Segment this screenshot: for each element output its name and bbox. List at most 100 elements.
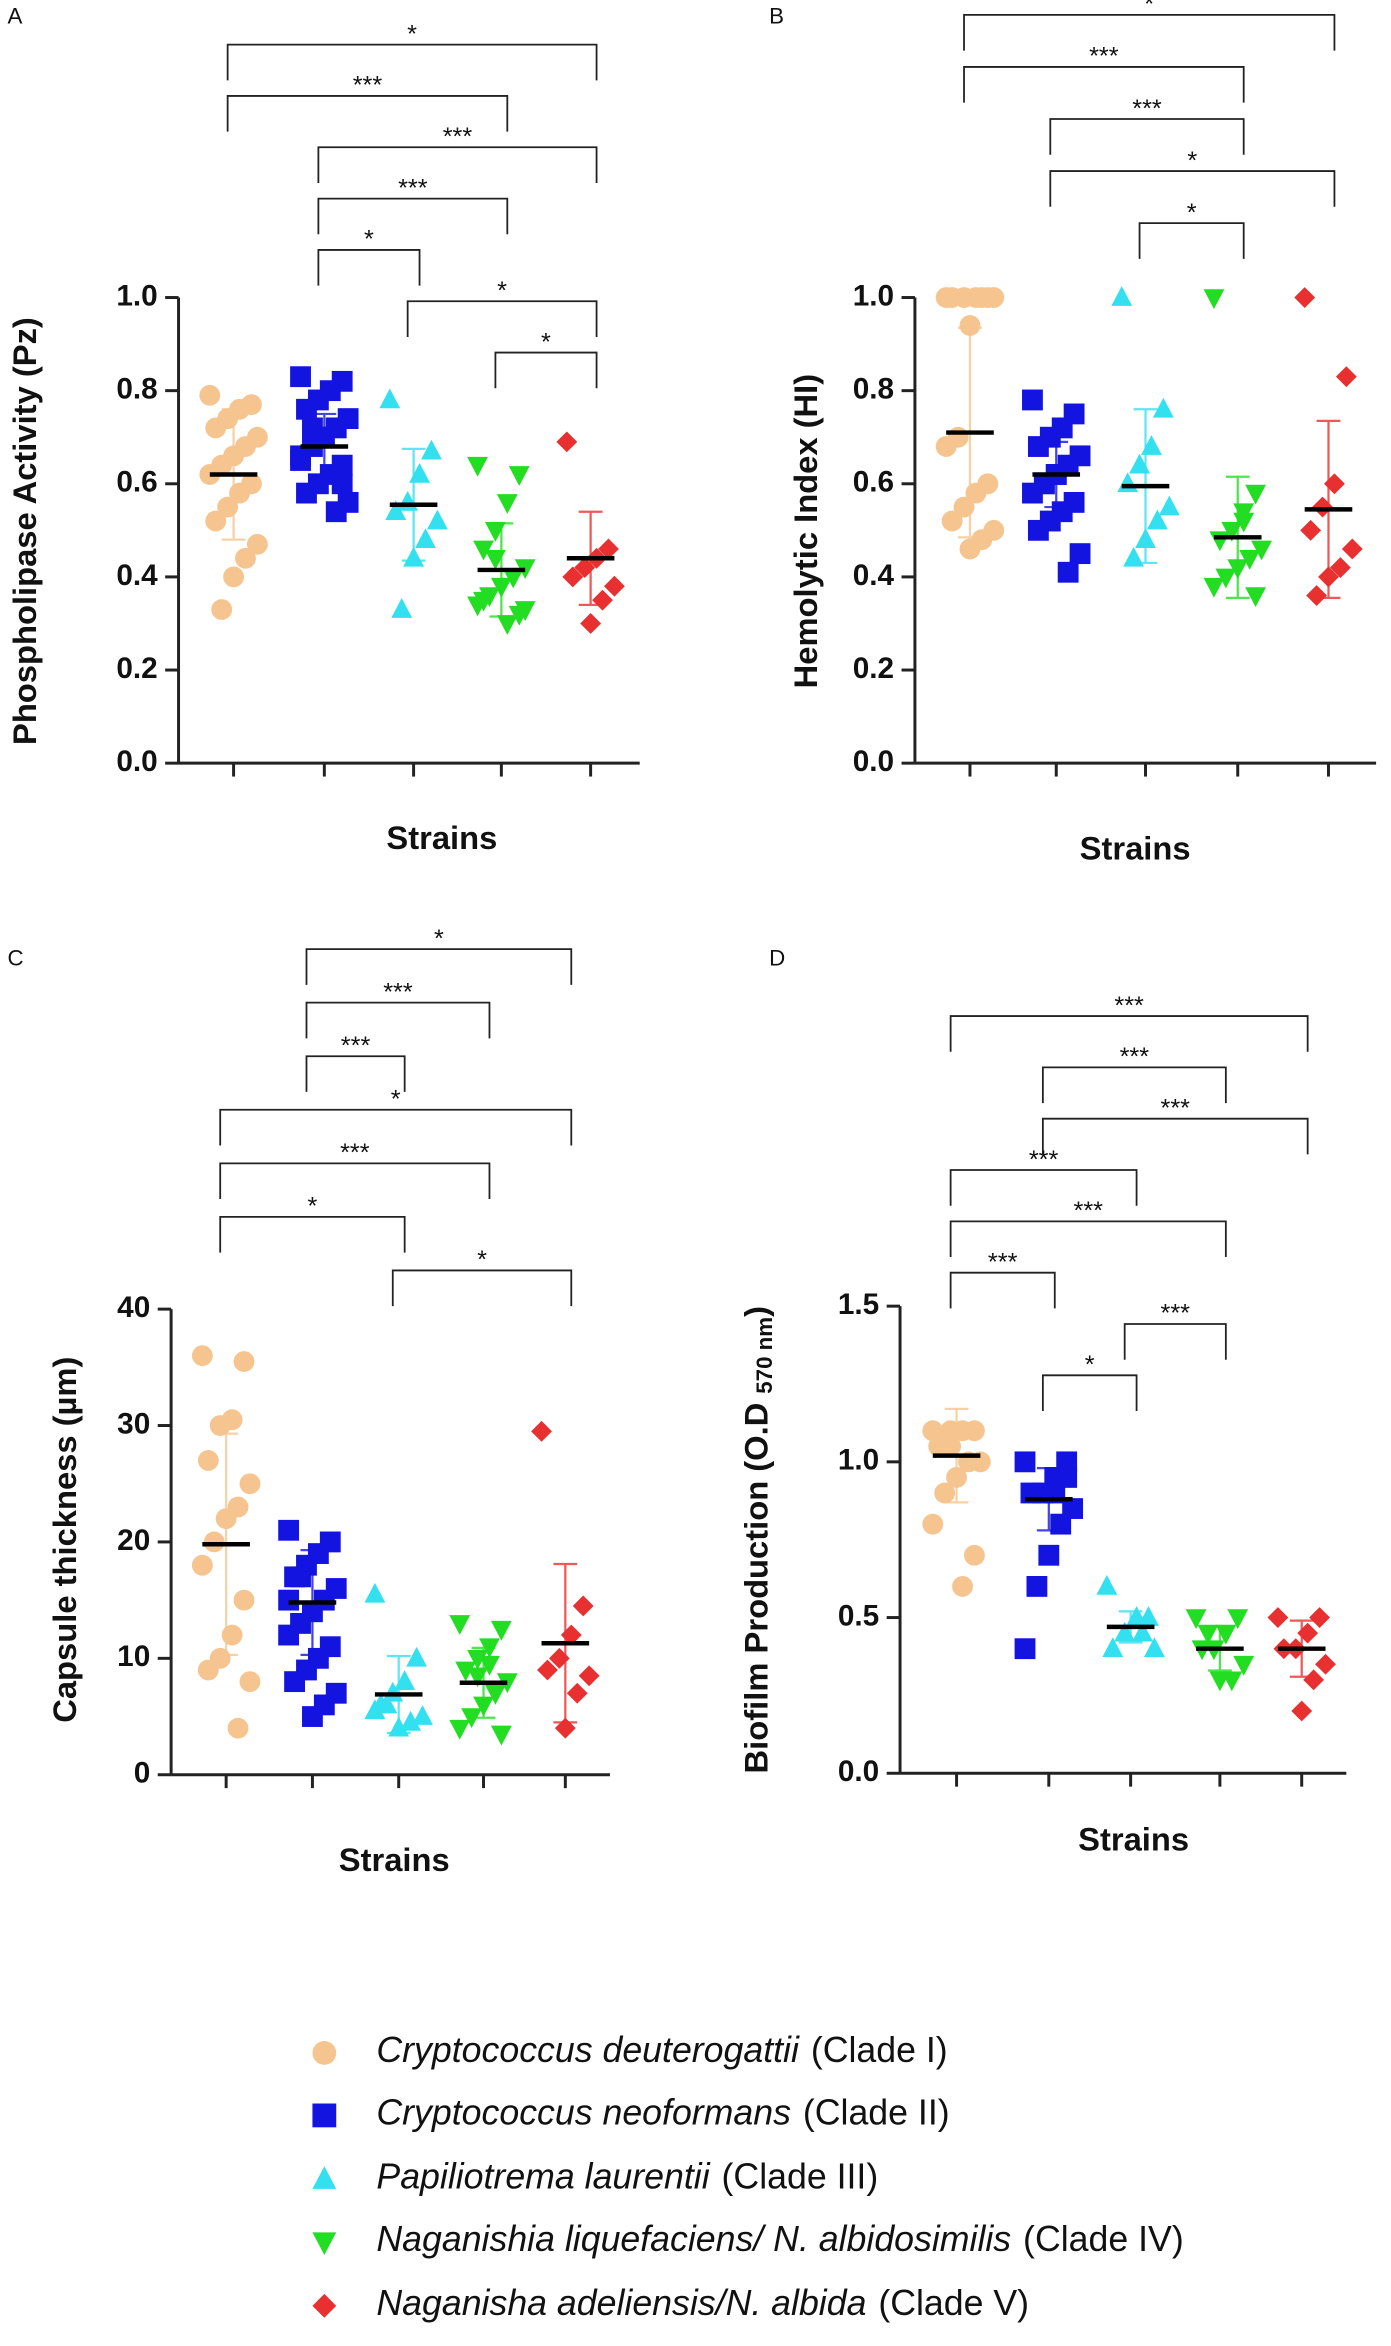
x-axis-label: Strains [1078, 1820, 1189, 1857]
point [1057, 561, 1079, 583]
point [1197, 1624, 1219, 1645]
point [409, 463, 430, 483]
point [971, 287, 993, 308]
x-axis-label: Strains [1080, 830, 1191, 867]
y-tick-label: 0.8 [116, 373, 157, 406]
point [496, 494, 518, 514]
y-axis-label-main: Capsule thickness (µm) [46, 1357, 83, 1723]
point [502, 568, 524, 589]
point [935, 436, 957, 457]
y-tick-label: 0.0 [853, 745, 894, 778]
bracket [949, 1271, 1056, 1309]
point [233, 1351, 255, 1372]
y-tick-label: 0.4 [116, 559, 158, 592]
point [221, 1624, 243, 1646]
point [1152, 397, 1174, 418]
legend-marker [312, 2166, 337, 2189]
x-axis-label: Strains [339, 1841, 450, 1878]
point [514, 601, 536, 621]
significance-label: * [407, 20, 417, 48]
point [239, 1473, 261, 1495]
bracket [1138, 222, 1245, 259]
point [1209, 531, 1231, 552]
bracket [391, 1269, 573, 1307]
significance-label: *** [1120, 1043, 1150, 1071]
point [1324, 473, 1345, 495]
y-tick-label: 40 [117, 1291, 150, 1324]
y-axis-label-main: Hemolytic Index (HI) [786, 374, 823, 689]
point [1203, 289, 1225, 309]
point [376, 1693, 398, 1714]
y-axis-label: Biofilm Production (O.D 570 nm) [737, 1306, 777, 1773]
point [1102, 1637, 1124, 1658]
bracket [305, 948, 573, 985]
bracket [317, 197, 509, 235]
point [235, 547, 256, 569]
point [1315, 1653, 1336, 1675]
point [406, 1646, 427, 1667]
point [1227, 1609, 1249, 1630]
point [455, 1661, 477, 1682]
significance-label: *** [988, 1248, 1018, 1276]
point [223, 566, 245, 588]
bracket [305, 1001, 491, 1039]
panel-letter: D [769, 945, 785, 970]
point [1309, 1607, 1330, 1628]
point [537, 1659, 558, 1681]
point [490, 1725, 512, 1746]
point [211, 599, 233, 620]
point [562, 566, 584, 588]
point [379, 388, 401, 409]
significance-label: *** [1161, 1094, 1191, 1122]
point [1291, 1700, 1313, 1722]
point [1297, 1622, 1319, 1644]
point [239, 1671, 261, 1693]
point [1203, 577, 1225, 598]
significance-label: *** [1114, 992, 1144, 1020]
bracket [1123, 1323, 1227, 1360]
bracket [226, 95, 509, 132]
point [421, 439, 442, 460]
bracket [406, 300, 598, 337]
point [1141, 435, 1162, 455]
y-tick-label: 10 [117, 1640, 150, 1673]
point [1038, 1544, 1060, 1566]
y-tick-label: 1.0 [838, 1444, 879, 1477]
bracket [949, 1169, 1138, 1206]
y-axis-label-main: Phospholipase Activity (Pz) [5, 317, 42, 745]
point [426, 509, 448, 530]
point [1014, 1451, 1036, 1473]
point [1014, 1638, 1036, 1660]
point [473, 540, 494, 561]
bracket [494, 351, 598, 389]
point [1144, 1637, 1165, 1658]
point [278, 1624, 300, 1646]
point [1306, 585, 1328, 606]
significance-label: * [1144, 0, 1154, 19]
y-tick-label: 20 [117, 1524, 150, 1557]
point [246, 533, 268, 555]
significance-label: *** [1073, 1197, 1103, 1225]
point [1185, 1609, 1207, 1630]
significance-label: *** [383, 978, 413, 1006]
point [1303, 1669, 1325, 1691]
significance-label: * [497, 277, 507, 305]
point [205, 510, 227, 532]
point [1251, 540, 1272, 561]
point [1027, 436, 1049, 457]
point [364, 1582, 386, 1603]
legend-clade: (Clade I) [811, 2030, 948, 2070]
significance-label: *** [340, 1139, 370, 1167]
significance-label: *** [1089, 43, 1119, 71]
y-tick-label: 1.0 [853, 279, 894, 312]
legend-marker [312, 2103, 337, 2128]
y-tick-label: 0.2 [116, 652, 157, 685]
point [325, 501, 347, 523]
point [556, 431, 578, 453]
point [191, 1345, 213, 1367]
point [1096, 1574, 1118, 1595]
y-tick-label: 1.5 [838, 1288, 879, 1321]
legend-clade: (Clade III) [722, 2157, 879, 2197]
legend-clade: (Clade V) [878, 2283, 1029, 2323]
